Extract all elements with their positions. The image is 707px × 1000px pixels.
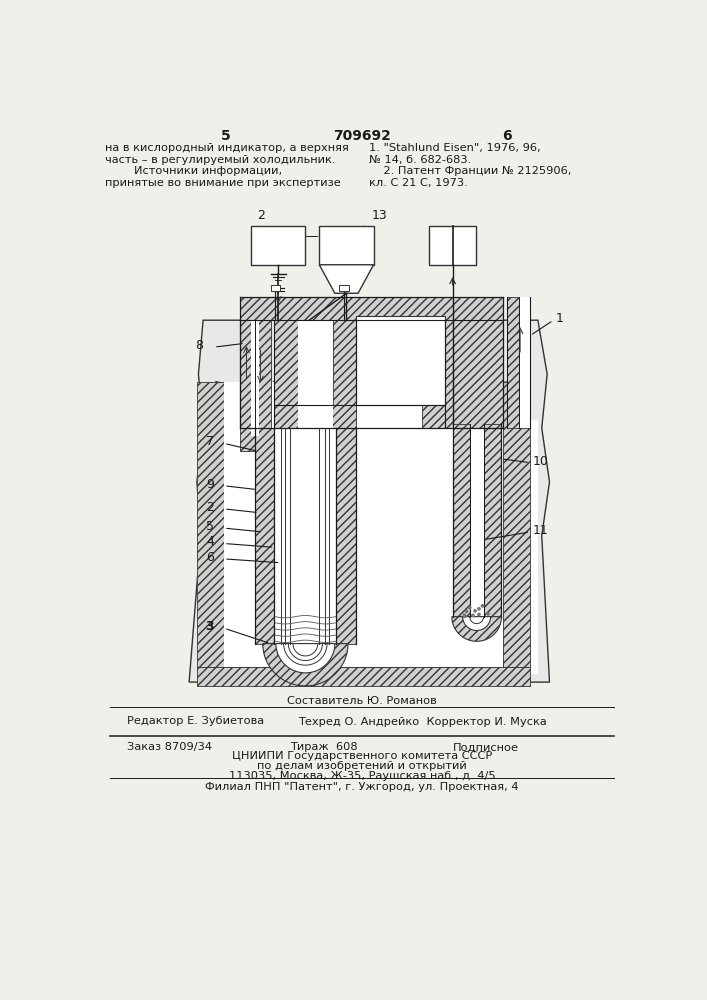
Bar	[271, 285, 280, 291]
Circle shape	[469, 606, 471, 609]
Text: 2. Патент Франции № 2125906,: 2. Патент Франции № 2125906,	[369, 166, 571, 176]
Polygon shape	[320, 265, 373, 293]
Circle shape	[463, 614, 466, 616]
Bar	[507, 297, 530, 428]
Circle shape	[464, 615, 466, 617]
Bar	[298, 320, 332, 428]
Bar	[274, 405, 356, 428]
Text: Филиал ПНП "Патент", г. Ужгород, ул. Проектная, 4: Филиал ПНП "Патент", г. Ужгород, ул. Про…	[205, 782, 519, 792]
Text: 4: 4	[206, 535, 214, 548]
Text: 6: 6	[502, 129, 512, 143]
Text: ЦНИИПИ Государственного комитета СССР: ЦНИИПИ Государственного комитета СССР	[232, 751, 492, 761]
Bar	[484, 424, 501, 617]
Bar	[197, 667, 530, 686]
Bar	[337, 428, 356, 644]
Circle shape	[472, 614, 474, 616]
Bar	[240, 297, 271, 428]
Text: 113035, Москва, Ж-35, Раушская наб., д. 4/5: 113035, Москва, Ж-35, Раушская наб., д. …	[228, 771, 496, 781]
Text: 2: 2	[257, 209, 265, 222]
Text: Редактор Е. Зубиетова: Редактор Е. Зубиетова	[127, 716, 264, 726]
Text: 1: 1	[556, 312, 563, 325]
Text: Тираж  608: Тираж 608	[290, 742, 358, 752]
Text: 2: 2	[206, 501, 214, 514]
Circle shape	[478, 608, 480, 610]
Bar	[356, 316, 445, 405]
Bar	[251, 320, 259, 436]
Bar	[197, 420, 538, 674]
Text: 5: 5	[221, 129, 230, 143]
Bar	[255, 428, 274, 644]
Circle shape	[474, 610, 477, 612]
Bar	[224, 382, 503, 667]
Text: 9: 9	[206, 478, 214, 491]
Bar	[452, 424, 469, 617]
Bar	[339, 285, 349, 291]
Circle shape	[481, 605, 484, 607]
Text: 6: 6	[206, 551, 214, 564]
Bar	[421, 320, 445, 428]
Text: 7: 7	[206, 435, 214, 448]
Text: на в кислородный индикатор, а верхняя: на в кислородный индикатор, а верхняя	[105, 143, 349, 153]
Text: Техред О. Андрейко  Корректор И. Муска: Техред О. Андрейко Корректор И. Муска	[298, 717, 547, 727]
Text: принятые во внимание при экспертизе: принятые во внимание при экспертизе	[105, 178, 341, 188]
Bar	[274, 320, 298, 428]
Text: Подписное: Подписное	[452, 742, 519, 752]
Bar	[332, 320, 356, 428]
Bar	[320, 226, 373, 265]
Text: часть – в регулируемый холодильник.: часть – в регулируемый холодильник.	[105, 155, 336, 165]
Text: Источники информации,: Источники информации,	[105, 166, 283, 176]
Bar	[251, 226, 305, 265]
Bar	[224, 382, 503, 667]
Bar	[445, 297, 503, 428]
Text: 10: 10	[532, 455, 549, 468]
Bar	[197, 382, 224, 667]
Text: Заказ 8709/34: Заказ 8709/34	[127, 742, 212, 752]
Bar	[518, 297, 530, 428]
Bar	[240, 297, 503, 320]
Text: 1. "Stahlund Eisen", 1976, 96,: 1. "Stahlund Eisen", 1976, 96,	[369, 143, 541, 153]
Text: Составитель Ю. Романов: Составитель Ю. Романов	[287, 696, 437, 706]
Bar	[251, 320, 259, 436]
Polygon shape	[263, 644, 348, 686]
Text: 11: 11	[532, 524, 548, 537]
Bar	[429, 226, 476, 265]
Text: 13: 13	[371, 209, 387, 222]
Bar	[240, 320, 255, 451]
Circle shape	[465, 610, 468, 612]
Text: 709692: 709692	[333, 129, 391, 143]
Text: 3: 3	[205, 620, 214, 633]
Polygon shape	[276, 644, 335, 673]
Circle shape	[478, 613, 480, 616]
Text: 8: 8	[195, 339, 203, 352]
Polygon shape	[189, 320, 549, 682]
Text: 5: 5	[206, 520, 214, 533]
Polygon shape	[452, 617, 501, 641]
Polygon shape	[462, 617, 491, 631]
Circle shape	[487, 613, 489, 615]
Bar	[503, 382, 530, 667]
Text: кл. С 21 С, 1973.: кл. С 21 С, 1973.	[369, 178, 467, 188]
Text: № 14, б. 682-683.: № 14, б. 682-683.	[369, 155, 471, 165]
Bar	[518, 297, 530, 428]
Text: по делам изобретений и открытий: по делам изобретений и открытий	[257, 761, 467, 771]
